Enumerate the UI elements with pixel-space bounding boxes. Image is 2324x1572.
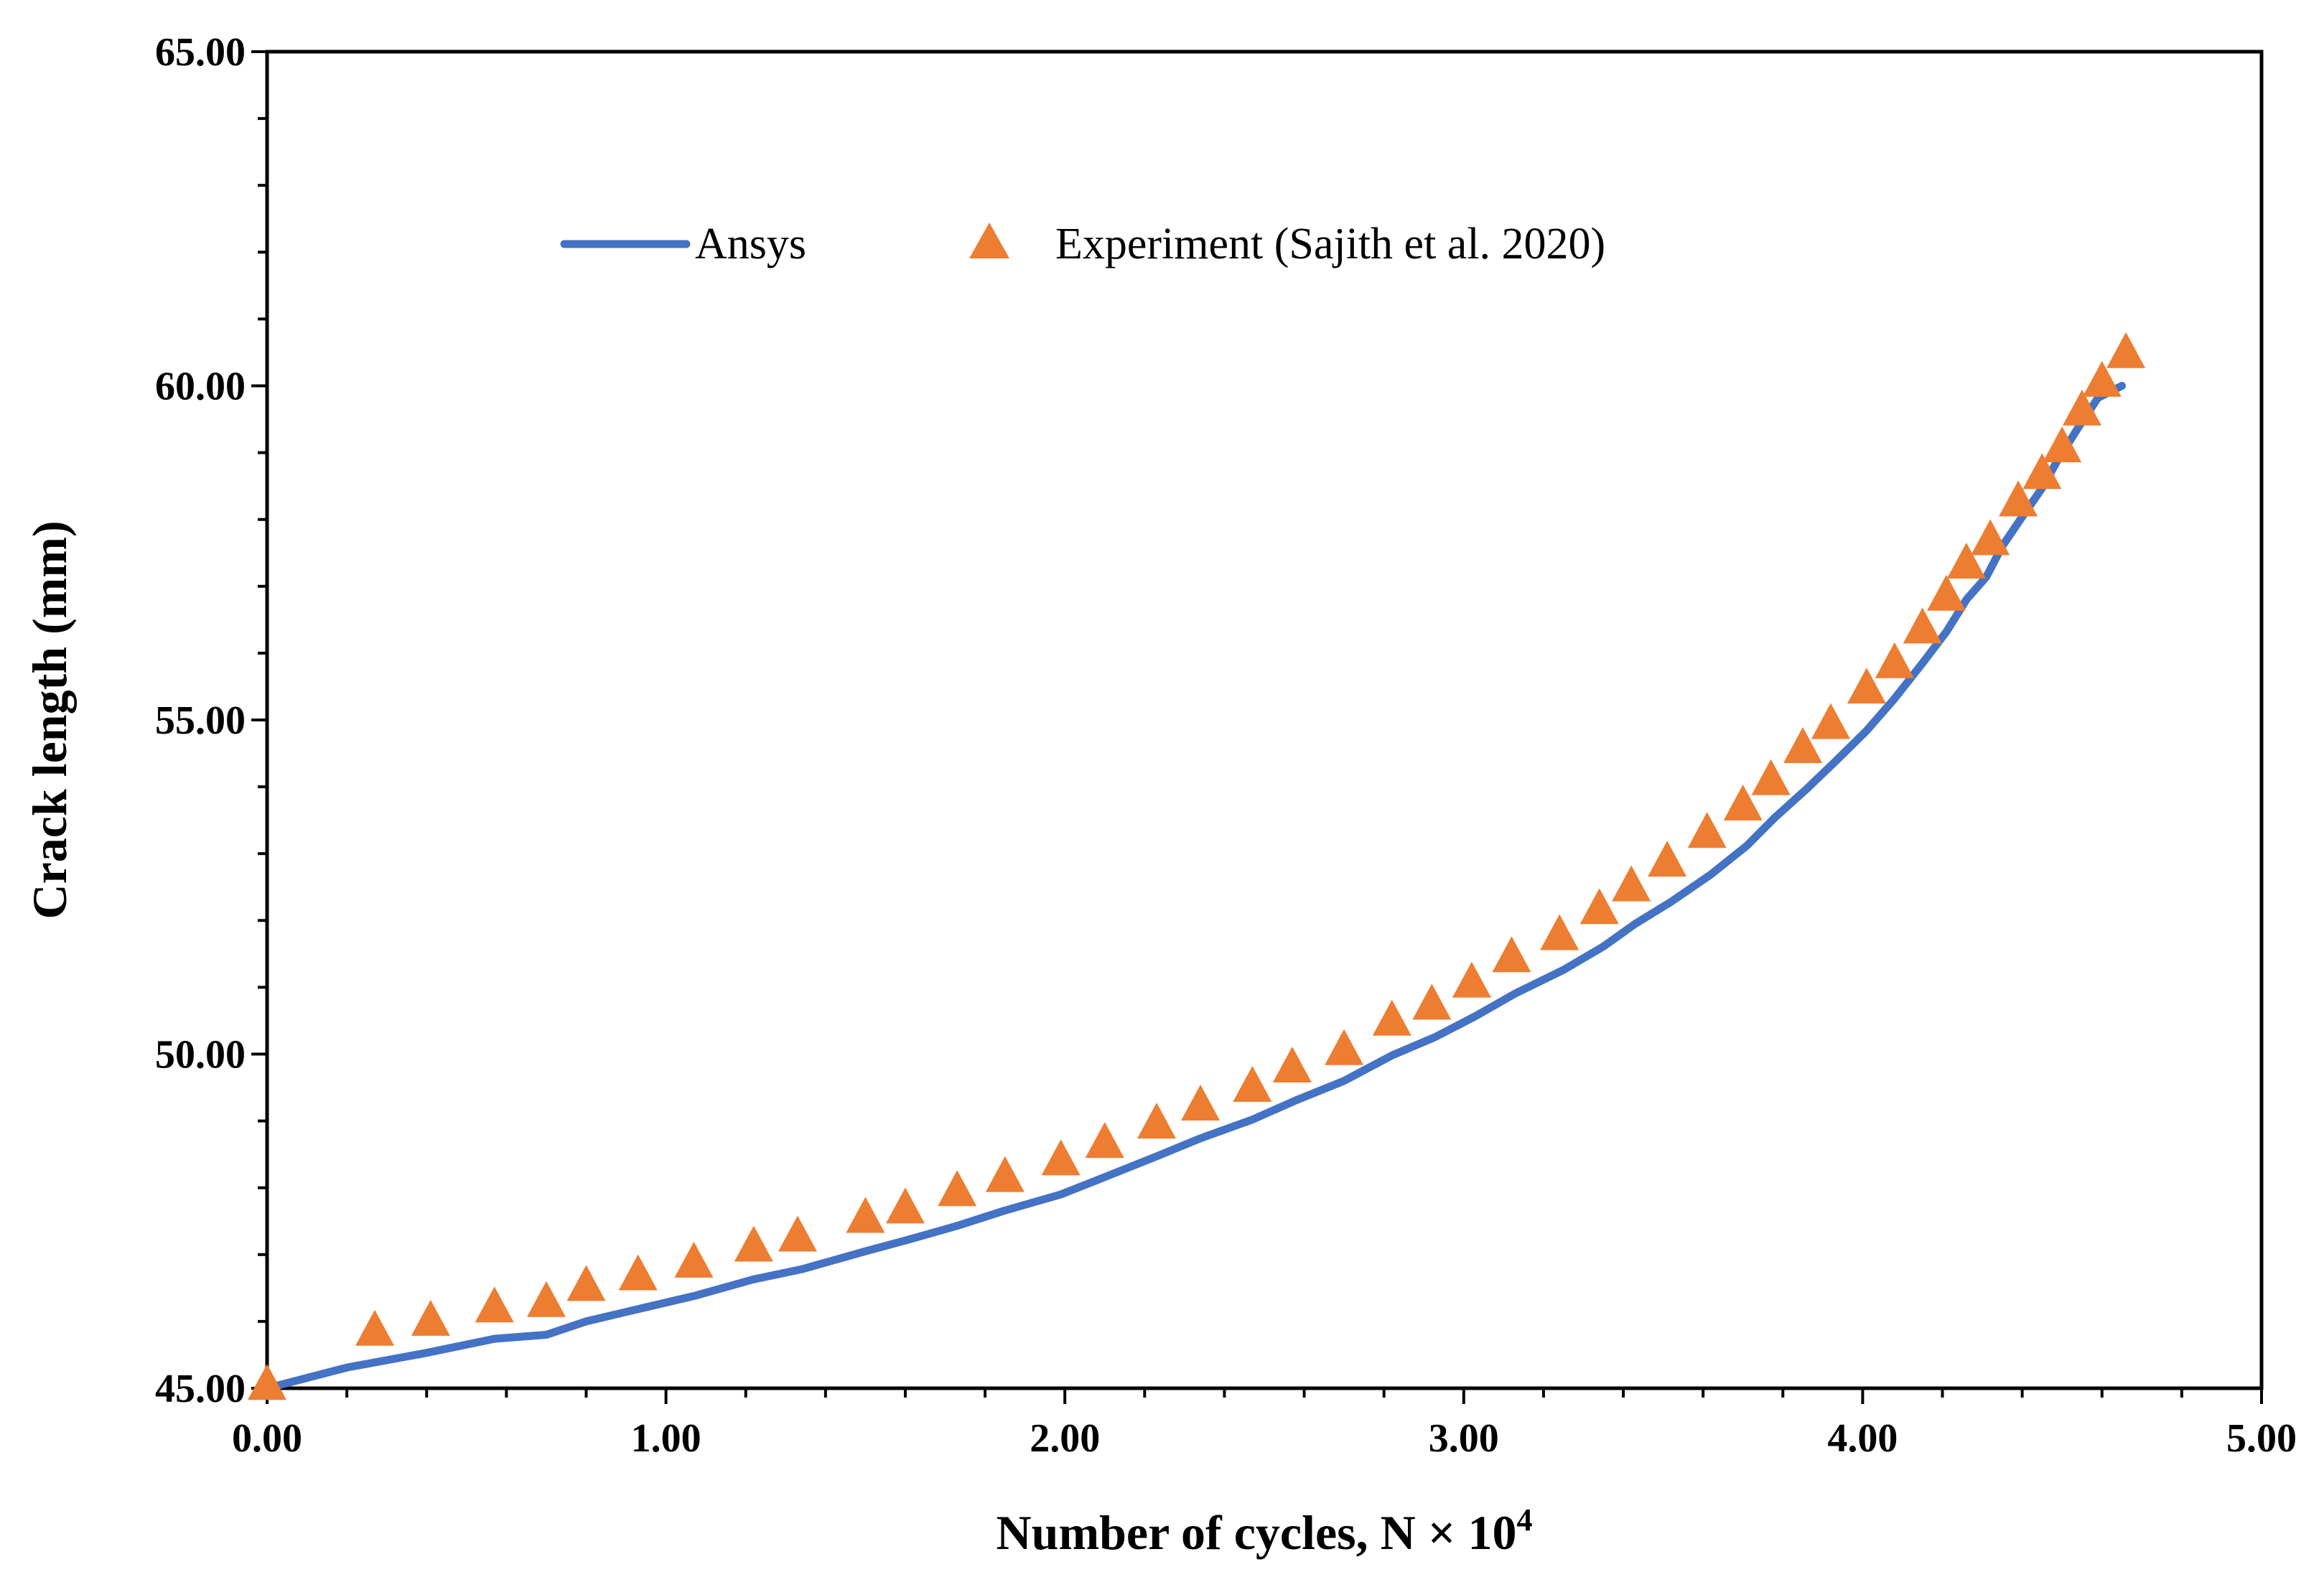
axis-ticks [251, 50, 2263, 1404]
y-axis-tick-labels: 45.00 50.00 55.00 60.00 65.00 [155, 30, 246, 1411]
experiment-point [618, 1254, 658, 1291]
experiment-point [938, 1170, 977, 1207]
experiment-point [355, 1309, 395, 1346]
x-axis-tick-labels: 0.00 1.00 2.00 3.00 4.00 5.00 [232, 1416, 2297, 1461]
x-tick-label: 1.00 [631, 1416, 701, 1461]
experiment-point [475, 1286, 514, 1323]
experiment-point [1041, 1139, 1081, 1176]
experiment-point [1372, 999, 1411, 1036]
experiment-point [846, 1197, 885, 1233]
experiment-point [1847, 668, 1886, 704]
experiment-point [1492, 936, 1531, 973]
experiment-point [1540, 914, 1579, 950]
experiment-point [1783, 726, 1823, 763]
legend-experiment-label: Experiment (Sajith et al. 2020) [1055, 220, 1605, 268]
experiment-point [1325, 1029, 1364, 1065]
experiment-point [1272, 1046, 1312, 1082]
legend-experiment-swatch [969, 223, 1009, 258]
y-tick-label: 55.00 [155, 698, 246, 743]
experiment-point [1811, 703, 1850, 739]
experiment-point [1946, 543, 1986, 579]
experiment-point [1751, 759, 1791, 795]
experiment-point [2082, 360, 2122, 397]
experiment-point [1903, 607, 1942, 644]
experiment-point [2062, 389, 2101, 426]
y-tick-label: 60.00 [155, 365, 246, 409]
experiment-point [1412, 983, 1452, 1020]
experiment-point [1137, 1103, 1176, 1139]
experiment-point [778, 1215, 817, 1252]
experiment-point [1999, 480, 2038, 517]
y-tick-label: 45.00 [155, 1367, 246, 1411]
experiment-point [248, 1364, 286, 1400]
x-axis-title-exponent: 4 [1516, 1502, 1532, 1538]
x-tick-label: 3.00 [1429, 1416, 1499, 1461]
experiment-point [1233, 1065, 1272, 1102]
x-axis-title: Number of cycles, N × 104 [997, 1502, 1533, 1560]
experiment-point [2022, 453, 2062, 490]
experiment-point [1085, 1122, 1124, 1159]
legend: Ansys Experiment (Sajith et al. 2020) [560, 220, 1605, 268]
series-layer [248, 332, 2146, 1400]
x-tick-label: 2.00 [1030, 1416, 1100, 1461]
experiment-point [1971, 519, 2010, 556]
experiment-point [2043, 426, 2082, 463]
y-axis-title: Crack length (mm) [22, 520, 77, 919]
experiment-point [1579, 888, 1619, 925]
y-tick-label: 50.00 [155, 1033, 246, 1077]
x-axis-title-text: Number of cycles, N × 10 [997, 1505, 1517, 1560]
legend-ansys-label: Ansys [695, 220, 806, 268]
experiment-point [1687, 812, 1727, 848]
experiment-point [734, 1225, 773, 1262]
experiment-point [2106, 332, 2146, 368]
x-tick-label: 5.00 [2226, 1416, 2297, 1461]
experiment-point [1723, 785, 1763, 821]
experiment-point [1927, 574, 1966, 611]
ansys-series-line [263, 382, 2127, 1393]
experiment-point [674, 1241, 714, 1278]
y-tick-label: 65.00 [155, 30, 246, 75]
experiment-point [566, 1265, 606, 1301]
experiment-point [1875, 642, 1914, 678]
experiment-point [411, 1299, 450, 1336]
experiment-point [985, 1156, 1025, 1192]
x-tick-label: 4.00 [1827, 1416, 1898, 1461]
experiment-point [1648, 841, 1687, 877]
experiment-point [526, 1281, 566, 1317]
experiment-point [885, 1187, 925, 1224]
experiment-point [1612, 865, 1651, 902]
experiment-point [1452, 961, 1491, 998]
x-tick-label: 0.00 [232, 1416, 302, 1461]
experiment-point [1181, 1085, 1221, 1121]
